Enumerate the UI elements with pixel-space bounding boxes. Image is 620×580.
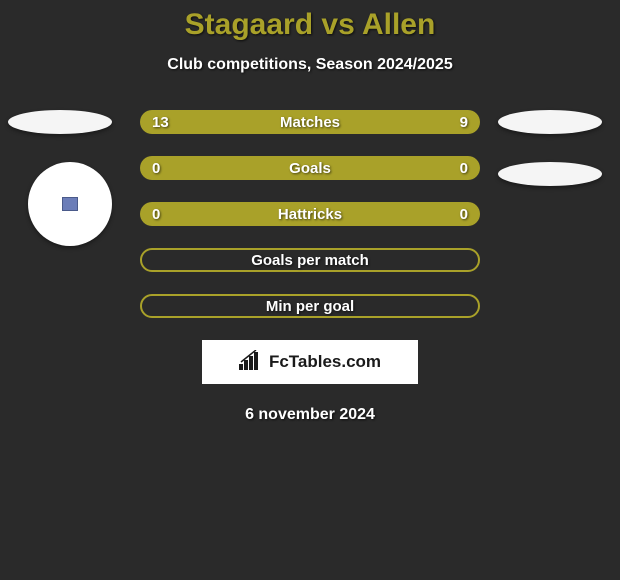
brand-text: FcTables.com <box>269 352 381 372</box>
stat-left-value: 0 <box>152 206 160 223</box>
player-right-ellipse-2 <box>498 162 602 186</box>
stat-label: Min per goal <box>266 298 354 315</box>
stat-label: Goals per match <box>251 252 369 269</box>
stat-label: Hattricks <box>278 206 342 223</box>
stat-label: Goals <box>289 160 331 177</box>
stat-right-value: 9 <box>460 114 468 131</box>
brand-box: FcTables.com <box>202 340 418 384</box>
stat-row-goals-per-match: Goals per match <box>140 248 480 272</box>
stats-area: 13 Matches 9 0 Goals 0 0 Hattricks 0 Goa… <box>0 110 620 424</box>
stat-rows: 13 Matches 9 0 Goals 0 0 Hattricks 0 Goa… <box>140 110 480 318</box>
stat-left-value: 0 <box>152 160 160 177</box>
stat-label: Matches <box>280 114 340 131</box>
player-left-ellipse <box>8 110 112 134</box>
stat-row-min-per-goal: Min per goal <box>140 294 480 318</box>
player-right-ellipse-1 <box>498 110 602 134</box>
player-left-badge <box>28 162 112 246</box>
badge-icon <box>62 197 78 211</box>
bars-icon <box>239 350 263 375</box>
stat-row-hattricks: 0 Hattricks 0 <box>140 202 480 226</box>
stat-right-value: 0 <box>460 206 468 223</box>
page-title: Stagaard vs Allen <box>0 8 620 42</box>
stat-row-goals: 0 Goals 0 <box>140 156 480 180</box>
comparison-card: Stagaard vs Allen Club competitions, Sea… <box>0 0 620 424</box>
stat-right-value: 0 <box>460 160 468 177</box>
stat-row-matches: 13 Matches 9 <box>140 110 480 134</box>
subtitle: Club competitions, Season 2024/2025 <box>0 56 620 74</box>
stat-left-value: 13 <box>152 114 169 131</box>
date-label: 6 november 2024 <box>0 406 620 424</box>
